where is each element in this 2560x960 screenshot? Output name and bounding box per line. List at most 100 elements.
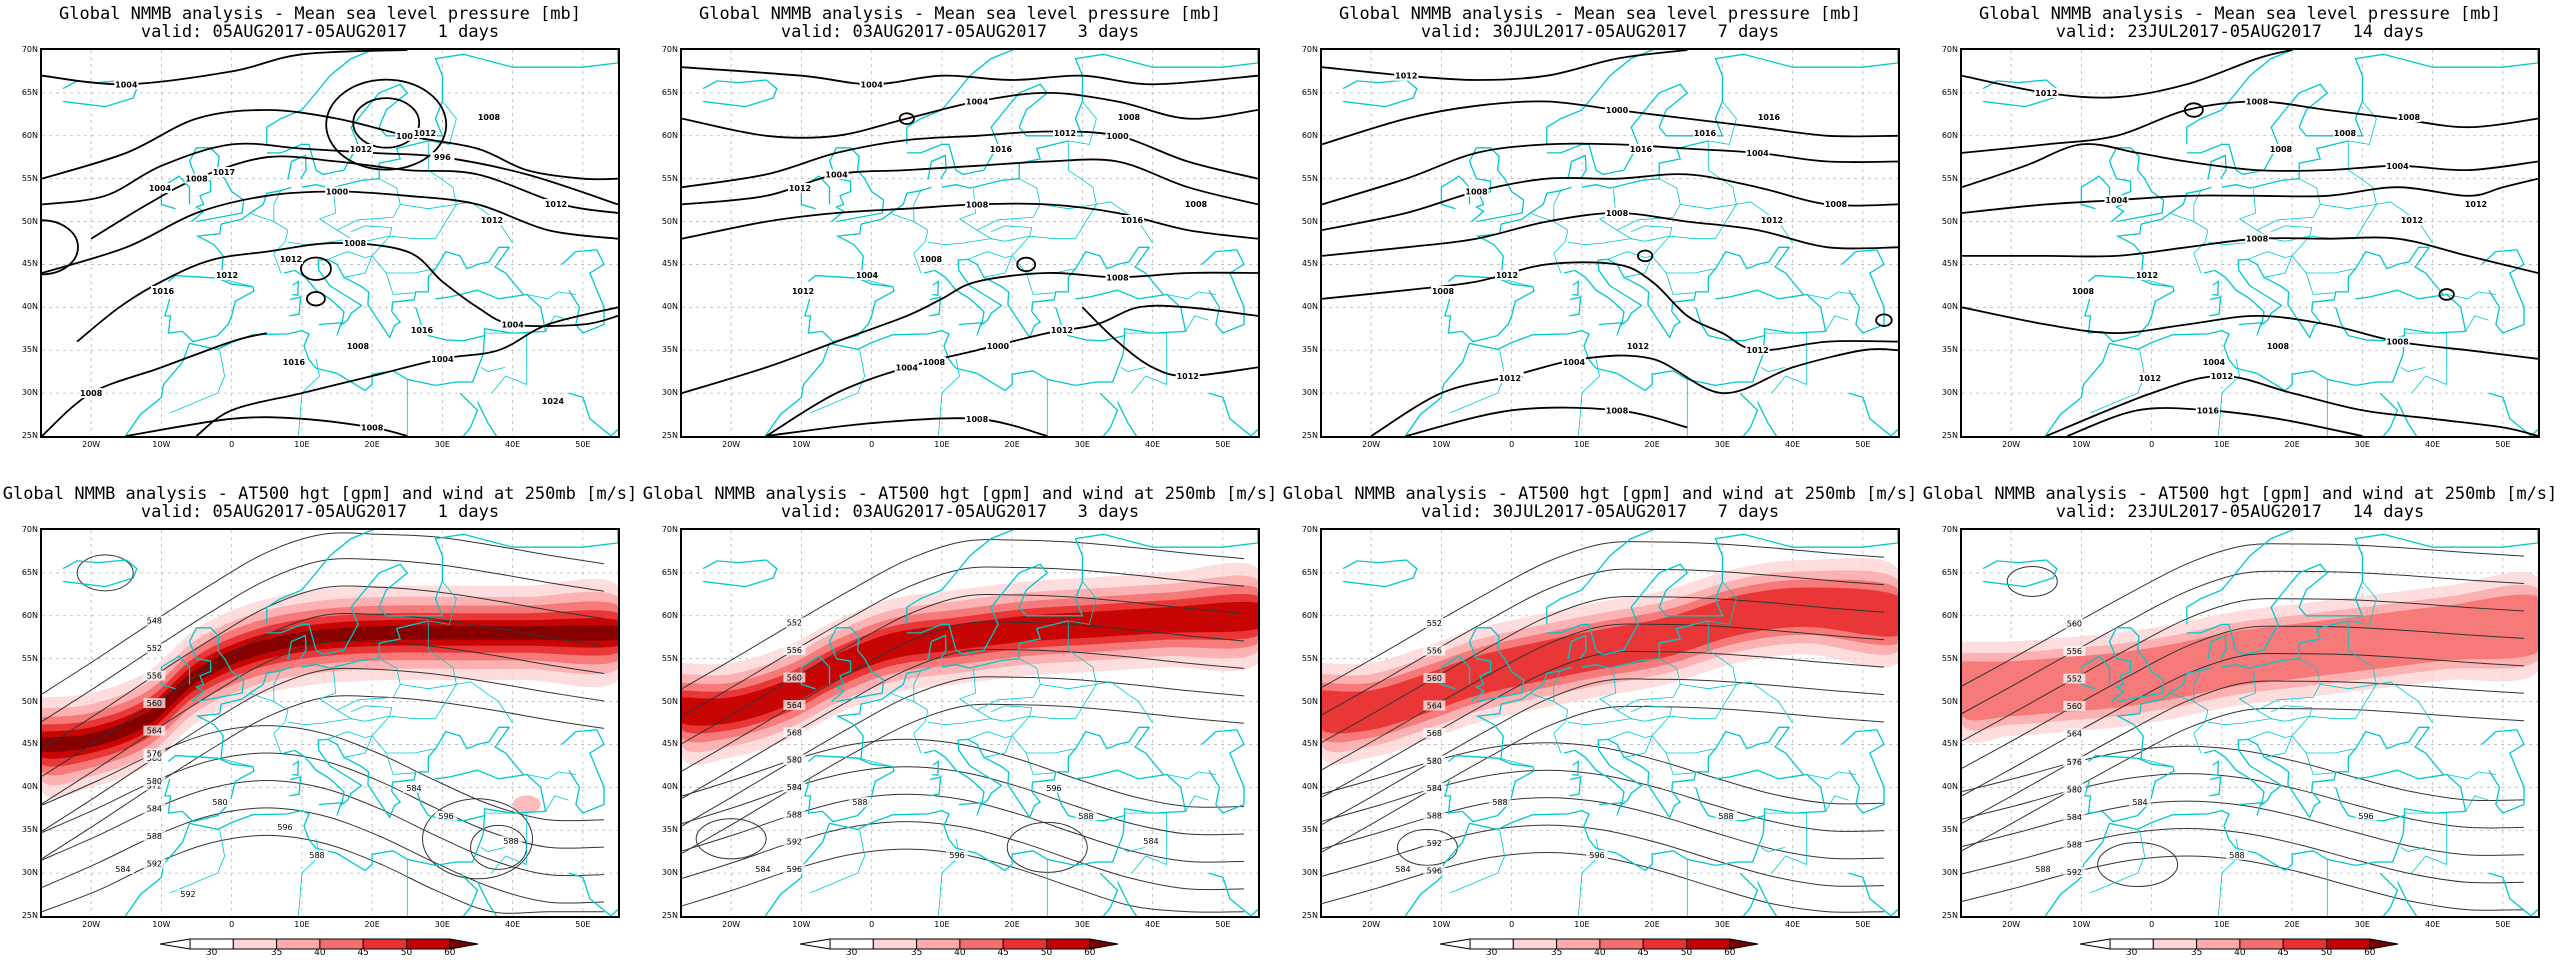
border-line	[1567, 668, 1633, 726]
border-line	[400, 140, 457, 210]
longitude-label: 0	[869, 920, 875, 929]
colorbar-tick-label: 45	[2277, 948, 2289, 958]
coastline	[2212, 280, 2220, 297]
contour-labels: 5605565525605645685725765805845885925965…	[2032, 618, 2377, 878]
isobar-label-bg	[79, 388, 104, 399]
longitude-label: 50E	[1855, 440, 1871, 449]
isobar	[195, 306, 618, 436]
longitude-label: 30E	[1714, 440, 1730, 449]
coastline	[1567, 634, 1587, 660]
contour-label-bg	[177, 889, 199, 899]
coastline	[1598, 802, 1623, 816]
coastline	[1598, 322, 1623, 336]
contour-label: 588	[2035, 865, 2050, 874]
isobar-label-bg	[343, 238, 367, 248]
contour-label: 588	[2229, 851, 2244, 860]
isobar-label: 1016	[1121, 216, 1144, 225]
isobar-label-bg	[1117, 112, 1141, 122]
border-line	[2446, 771, 2496, 780]
isobar-label: 1016	[283, 358, 306, 367]
height-contour	[1962, 625, 2525, 769]
map-canvas: 1012 1008 1004 1004 1008 1008 1012 1016 1012 1008…	[1962, 50, 2538, 436]
isobar	[1962, 100, 2538, 154]
coastline	[327, 738, 436, 819]
longitude-label: 30E	[434, 440, 450, 449]
coastline	[1572, 280, 1580, 297]
latitude-label: 50N	[661, 696, 678, 706]
border-line	[2090, 350, 2146, 414]
latitude-label: 40N	[1941, 782, 1958, 792]
coastline	[2396, 401, 2418, 436]
isobar-label-bg	[1757, 112, 1781, 122]
colorbar-min-arrow	[799, 938, 831, 950]
height-contour	[1322, 596, 1885, 743]
contour-label-bg	[143, 725, 166, 736]
border-line	[1578, 358, 1600, 436]
isobar-label: 1012	[2139, 374, 2161, 383]
latitude-label: 70N	[1301, 525, 1318, 534]
isobar-label-bg	[480, 215, 504, 225]
latitude-label: 50N	[1301, 696, 1318, 706]
border-line	[218, 757, 253, 768]
height-contour	[1962, 680, 2525, 824]
border-line	[2400, 847, 2425, 853]
isobar-label: 1000	[1606, 106, 1629, 115]
map-frame: 1004 1000 996 1008 1000 1004 1008 1004 1008 1012 1…	[40, 48, 620, 438]
map-canvas: 5525565605645685725765805845885925965885…	[1322, 530, 1898, 916]
isobar-label-bg	[1495, 270, 1519, 280]
border-line	[1529, 692, 1569, 754]
border-line	[1669, 681, 1793, 724]
height-contour	[1322, 797, 1885, 860]
contour-label-bg	[1392, 864, 1414, 874]
border-line	[913, 670, 922, 702]
border-line	[858, 757, 893, 768]
isobar-labels: 1004 1000 996 1008 1000 1004 1008 1004 1008 1012 1…	[79, 79, 568, 433]
border-line	[913, 190, 922, 222]
border-line	[1666, 748, 1716, 754]
latitude-label: 50N	[661, 216, 678, 226]
panel-valid-period: valid: 05AUG2017-05AUG2017 1 days	[140, 22, 500, 42]
isobar-label: 1000	[396, 132, 419, 141]
border-line	[938, 838, 960, 916]
border-line	[2404, 332, 2448, 394]
coastline	[287, 634, 307, 660]
isobar	[765, 304, 1258, 436]
isobar	[42, 332, 268, 436]
isobar-label-bg	[184, 173, 209, 184]
z500-map-panel: Global NMMB analysis - AT500 hgt [gpm] a…	[1920, 480, 2560, 960]
coastline	[2084, 274, 2175, 343]
isobar-label: 1012	[280, 255, 302, 264]
height-contour	[76, 554, 134, 592]
isobar	[42, 50, 408, 86]
isobar-label-bg	[1464, 186, 1489, 197]
longitude-label: 10E	[2214, 920, 2230, 929]
contour-label: 592	[1427, 839, 1442, 848]
contour-label-bg	[2063, 839, 2086, 850]
colorbar-tick-label: 50	[1680, 948, 1693, 958]
isobar-closed	[42, 219, 79, 276]
colorbar-max-arrow	[2369, 938, 2399, 950]
latitude-label: 35N	[661, 345, 678, 355]
latitude-label: 65N	[661, 567, 678, 577]
isobar-label-bg	[2195, 405, 2220, 416]
latitude-label: 35N	[21, 345, 38, 355]
latitude-label: 35N	[1941, 825, 1958, 835]
jet-wind-shading	[1322, 557, 1898, 765]
colorbar-tick-label: 45	[997, 948, 1009, 958]
border-line	[336, 178, 401, 231]
isobar-label-bg	[986, 341, 1010, 351]
border-line	[1680, 620, 1737, 690]
border-line	[1651, 255, 1695, 295]
latitude-label: 30N	[21, 868, 38, 878]
contour-label-bg	[2063, 728, 2086, 739]
contour-label-bg	[2063, 867, 2086, 878]
coastline	[289, 776, 302, 797]
colorbar-tick-label: 35	[270, 948, 283, 958]
border-line	[976, 178, 1041, 231]
border-line	[336, 658, 401, 711]
contour-label: 584	[787, 783, 802, 792]
longitude-label: 40E	[1145, 920, 1161, 929]
isobar-label: 1008	[1118, 113, 1141, 122]
latitude-label: 40N	[1301, 302, 1318, 312]
contour-label: 592	[2067, 868, 2082, 877]
